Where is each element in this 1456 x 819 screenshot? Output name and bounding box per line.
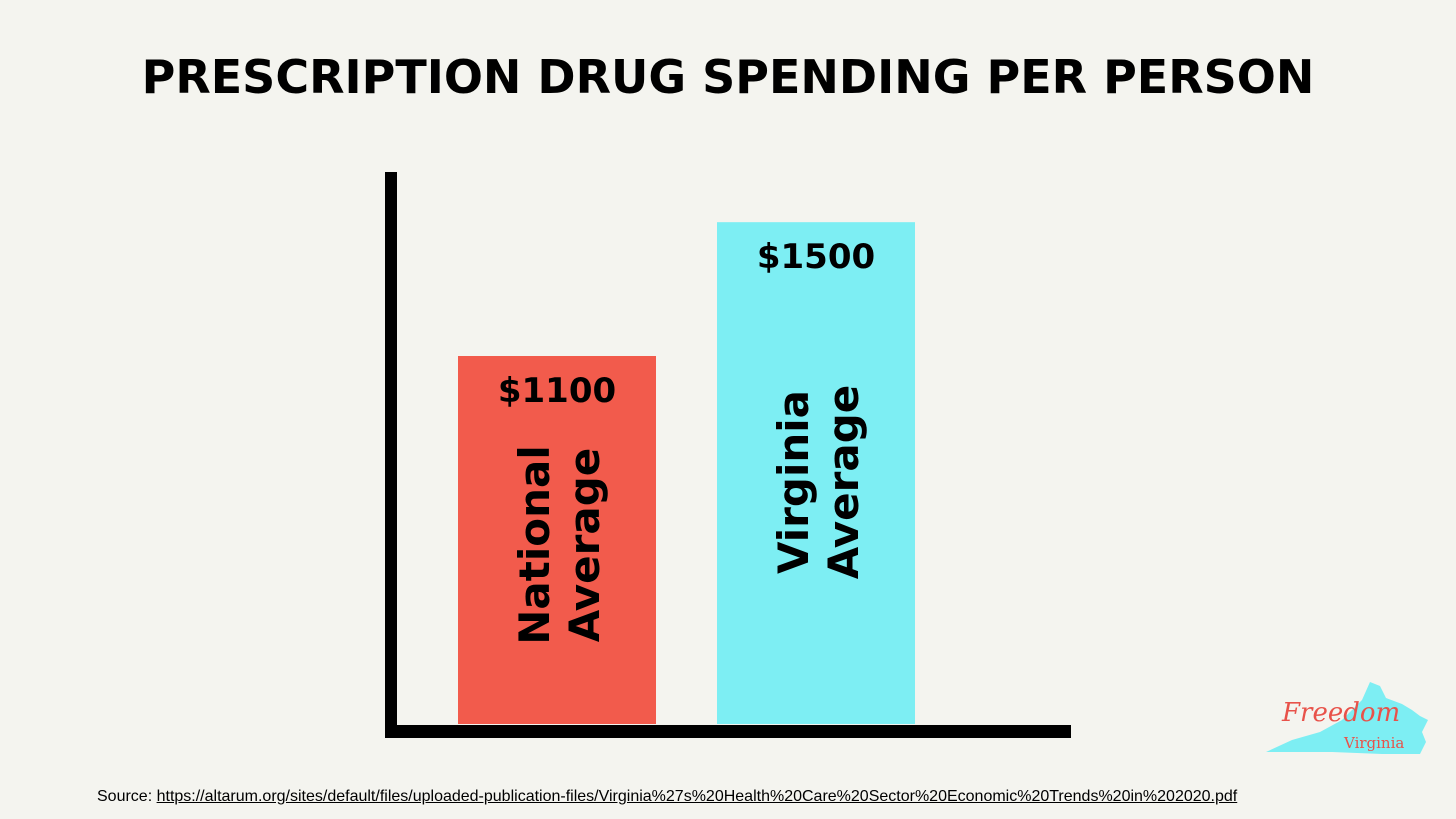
logo-text-virginia: Virginia bbox=[1344, 734, 1405, 752]
logo-text-freedom: Freedom bbox=[1282, 698, 1401, 728]
freedom-virginia-logo: Freedom Virginia bbox=[1262, 676, 1432, 760]
value-label-1: $1100 bbox=[498, 371, 616, 411]
category-label-2: Virginia Average bbox=[769, 385, 868, 579]
category-label-line: Average bbox=[819, 385, 868, 579]
category-label-line: Average bbox=[560, 448, 609, 642]
source-citation: Source: https://altarum.org/sites/defaul… bbox=[97, 788, 1237, 806]
chart-title: PRESCRIPTION DRUG SPENDING PER PERSON bbox=[141, 50, 1315, 104]
bar-1 bbox=[458, 356, 656, 724]
bar-2 bbox=[717, 222, 915, 724]
y-axis-line bbox=[385, 172, 397, 738]
virginia-map-icon bbox=[1266, 682, 1428, 754]
category-label-line: National bbox=[510, 445, 559, 644]
source-link[interactable]: https://altarum.org/sites/default/files/… bbox=[156, 788, 1238, 805]
category-label-1: National Average bbox=[510, 445, 609, 644]
value-label-2: $1500 bbox=[757, 237, 875, 277]
source-prefix: Source: bbox=[97, 788, 157, 805]
category-label-line: Virginia bbox=[769, 390, 818, 574]
x-axis-line bbox=[385, 725, 1071, 738]
